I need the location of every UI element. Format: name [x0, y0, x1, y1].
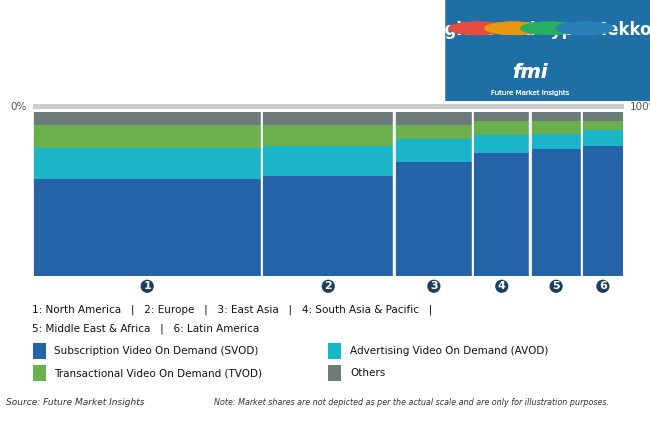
- Ellipse shape: [449, 22, 506, 35]
- Bar: [34, 148, 261, 179]
- Bar: [583, 130, 623, 146]
- Bar: [32, 104, 624, 109]
- Bar: [263, 176, 393, 276]
- Ellipse shape: [521, 22, 578, 35]
- Text: 1: 1: [143, 281, 151, 291]
- Bar: [396, 162, 472, 276]
- Bar: [532, 112, 580, 121]
- Text: 1: North America   |   2: Europe   |   3: East Asia   |   4: South Asia & Pacifi: 1: North America | 2: Europe | 3: East A…: [32, 305, 433, 315]
- Bar: [474, 121, 529, 136]
- Ellipse shape: [556, 22, 614, 35]
- Text: Others: Others: [350, 368, 385, 378]
- Text: Chart, 2020: Chart, 2020: [13, 64, 123, 82]
- FancyBboxPatch shape: [32, 344, 46, 359]
- FancyBboxPatch shape: [328, 365, 341, 381]
- Ellipse shape: [556, 22, 614, 35]
- Text: fmi: fmi: [512, 63, 547, 82]
- Bar: [583, 146, 623, 276]
- Text: Subscription Video On Demand (SVOD): Subscription Video On Demand (SVOD): [55, 346, 259, 356]
- Bar: [532, 121, 580, 134]
- Text: Source: Future Market Insights: Source: Future Market Insights: [6, 397, 145, 407]
- Bar: [263, 125, 393, 146]
- Bar: [474, 112, 529, 121]
- Bar: [34, 125, 261, 148]
- Bar: [396, 139, 472, 162]
- Text: 100%: 100%: [630, 102, 650, 112]
- Bar: [396, 125, 472, 139]
- Bar: [263, 146, 393, 176]
- Ellipse shape: [521, 22, 578, 35]
- Bar: [583, 112, 623, 120]
- Text: Note: Market shares are not depicted as per the actual scale and are only for il: Note: Market shares are not depicted as …: [214, 397, 610, 407]
- Bar: [532, 149, 580, 276]
- Text: fmi: fmi: [512, 63, 547, 82]
- Bar: [263, 112, 393, 125]
- Bar: [532, 134, 580, 149]
- FancyBboxPatch shape: [328, 344, 341, 359]
- Bar: [396, 112, 472, 125]
- FancyBboxPatch shape: [445, 0, 650, 106]
- Ellipse shape: [449, 22, 506, 35]
- FancyBboxPatch shape: [32, 365, 46, 381]
- Bar: [474, 153, 529, 276]
- Text: Advertising Video On Demand (AVOD): Advertising Video On Demand (AVOD): [350, 346, 549, 356]
- Text: Future Market Insights: Future Market Insights: [491, 90, 569, 96]
- Text: 5: Middle East & Africa   |   6: Latin America: 5: Middle East & Africa | 6: Latin Ameri…: [32, 324, 260, 334]
- Text: 0%: 0%: [10, 102, 27, 112]
- Text: 4: 4: [498, 281, 506, 291]
- Text: 5: 5: [552, 281, 560, 291]
- Text: 6: 6: [599, 281, 607, 291]
- Ellipse shape: [485, 22, 542, 35]
- Text: Future Market Insights: Future Market Insights: [491, 90, 569, 96]
- Bar: [474, 136, 529, 153]
- Bar: [34, 112, 261, 125]
- Bar: [34, 179, 261, 276]
- Text: 3: 3: [430, 281, 437, 291]
- Text: Global Video on Demand(VOD) Service Key Regions and Type Mekko: Global Video on Demand(VOD) Service Key …: [13, 21, 650, 39]
- Text: 2: 2: [324, 281, 332, 291]
- Ellipse shape: [485, 22, 542, 35]
- Text: Transactional Video On Demand (TVOD): Transactional Video On Demand (TVOD): [55, 368, 263, 378]
- Bar: [583, 120, 623, 130]
